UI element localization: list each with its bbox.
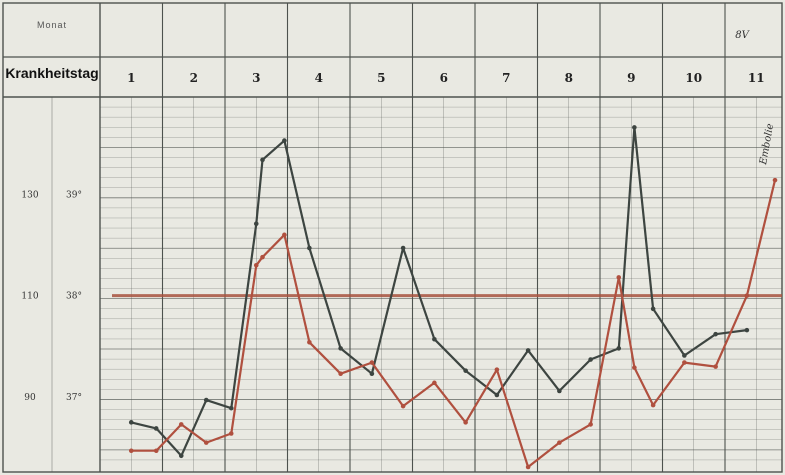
series-point-1: [203, 397, 209, 403]
series-point-2: [253, 262, 259, 268]
series-point-2: [128, 448, 134, 454]
series-point-2: [616, 275, 622, 280]
day-label: 5: [377, 71, 385, 85]
series-point-1: [616, 346, 622, 351]
temperature-tick-label: 38°: [66, 292, 82, 302]
series-point-1: [713, 331, 718, 337]
series-point-2: [632, 365, 637, 370]
series-point-1: [682, 353, 687, 358]
day-label: 11: [748, 71, 765, 85]
pulse-tick-label: 110: [21, 292, 38, 302]
series-point-2: [713, 364, 718, 369]
series-line-1: [131, 126, 748, 457]
series-point-2: [307, 339, 312, 345]
corner-mark: 8V: [735, 30, 750, 41]
day-label: 6: [440, 71, 448, 85]
day-label: 8: [565, 71, 573, 85]
series-point-1: [744, 327, 750, 333]
day-label: 1: [127, 71, 135, 85]
series-point-1: [153, 426, 159, 431]
series-point-2: [178, 422, 184, 427]
series-point-2: [282, 232, 287, 238]
series-point-1: [228, 405, 234, 411]
series-point-1: [178, 453, 184, 459]
day-label: 3: [252, 71, 260, 85]
series-point-2: [153, 448, 159, 454]
pulse-tick-label: 130: [21, 190, 38, 200]
series-point-2: [228, 431, 234, 436]
series-point-1: [588, 357, 593, 362]
series-point-1: [400, 245, 406, 251]
series-point-1: [525, 348, 531, 353]
series-point-1: [338, 346, 343, 351]
y-axis-labels: 130 39° 110 38° 90 37°: [21, 190, 82, 403]
series-point-1: [632, 125, 637, 130]
series-point-2: [369, 360, 375, 365]
day-label: 10: [685, 71, 702, 85]
series-point-2: [557, 440, 562, 445]
series-point-2: [400, 403, 406, 409]
temperature-tick-label: 39°: [66, 190, 82, 200]
day-label: 9: [627, 71, 635, 85]
series-point-1: [650, 306, 656, 312]
series-point-1: [463, 368, 468, 373]
data-series: [128, 125, 778, 470]
series-point-2: [744, 293, 750, 298]
series-point-1: [253, 221, 259, 226]
series-point-1: [307, 245, 312, 251]
monat-label: Monat: [37, 20, 67, 30]
series-point-2: [338, 371, 343, 377]
series-point-1: [369, 371, 375, 377]
day-label: 7: [502, 71, 510, 85]
series-point-2: [588, 422, 593, 427]
series-point-2: [682, 360, 687, 365]
krankheitstag-label: Krankheitstag: [5, 65, 98, 81]
series-point-1: [260, 157, 265, 163]
series-point-2: [260, 254, 265, 260]
series-point-2: [432, 380, 437, 386]
day-number-labels: 1 2 3 4 5 6 7 8 9 10 11: [127, 71, 765, 85]
series-point-2: [463, 420, 468, 425]
series-point-2: [772, 177, 778, 183]
series-point-1: [432, 336, 437, 342]
day-label: 2: [190, 71, 198, 85]
series-point-2: [525, 464, 531, 470]
series-point-2: [203, 440, 209, 445]
temperature-tick-label: 37°: [66, 393, 82, 403]
pulse-tick-label: 90: [24, 393, 36, 403]
series-point-2: [494, 367, 500, 372]
series-point-1: [128, 420, 134, 425]
series-point-2: [650, 402, 656, 408]
series-point-1: [494, 392, 500, 398]
day-label: 4: [315, 71, 323, 85]
series-point-1: [557, 388, 562, 394]
series-point-1: [282, 138, 287, 143]
